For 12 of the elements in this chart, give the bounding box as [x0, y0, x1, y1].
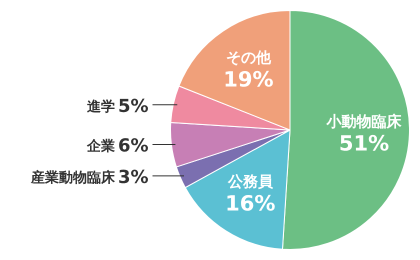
- slice-label: その他: [226, 48, 272, 67]
- slice-label: 企業: [86, 138, 115, 154]
- slice-label: 小動物臨床: [326, 112, 403, 130]
- slice-label: 産業動物臨床: [30, 168, 116, 186]
- slice-label: 進学: [86, 98, 115, 115]
- slice-label: 公務員: [226, 172, 274, 191]
- data-label: 19%: [223, 68, 274, 92]
- data-label: 51%: [338, 131, 390, 156]
- data-label: 6%: [118, 135, 149, 156]
- data-label: 16%: [225, 192, 276, 216]
- data-label: 3%: [118, 166, 149, 188]
- data-label: 5%: [118, 96, 149, 117]
